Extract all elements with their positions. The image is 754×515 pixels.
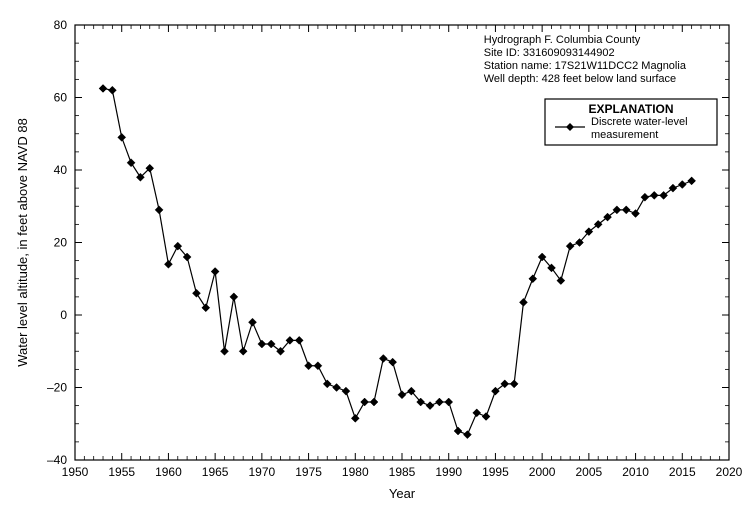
chart-svg: 1950 1955 1960 1965 1970 1975 1980 1985 1990 1995… (0, 0, 754, 515)
y-tick-label: 80 (54, 18, 68, 32)
data-marker (192, 289, 200, 297)
data-marker (632, 210, 640, 218)
data-marker (220, 347, 228, 355)
info-line: Site ID: 331609093144902 (484, 47, 615, 59)
x-tick-label: 2010 (622, 465, 649, 479)
data-marker (389, 358, 397, 366)
data-marker (323, 380, 331, 388)
legend-text-2: measurement (591, 129, 658, 141)
data-marker (342, 387, 350, 395)
data-marker (678, 181, 686, 189)
y-tick-label: 0 (60, 308, 67, 322)
data-marker (230, 293, 238, 301)
x-tick-label: 2005 (576, 465, 603, 479)
data-marker (333, 384, 341, 392)
data-marker (305, 362, 313, 370)
data-marker (641, 193, 649, 201)
data-marker (435, 398, 443, 406)
y-tick-label: 40 (54, 163, 68, 177)
data-marker (510, 380, 518, 388)
data-marker (361, 398, 369, 406)
data-marker (211, 268, 219, 276)
info-line: Hydrograph F. Columbia County (484, 34, 641, 46)
data-marker (650, 191, 658, 199)
data-marker (202, 304, 210, 312)
data-marker (155, 206, 163, 214)
data-marker (351, 414, 359, 422)
data-marker (127, 159, 135, 167)
x-tick-label: 1960 (155, 465, 182, 479)
x-tick-label: 2020 (716, 465, 743, 479)
data-marker (445, 398, 453, 406)
x-tick-label: 1970 (249, 465, 276, 479)
data-marker (239, 347, 247, 355)
x-tick-label: 1955 (108, 465, 135, 479)
data-marker (463, 431, 471, 439)
data-marker (622, 206, 630, 214)
y-tick-label: 60 (54, 91, 68, 105)
data-marker (164, 260, 172, 268)
data-marker (379, 355, 387, 363)
y-axis-label: Water level altitude, in feet above NAVD… (15, 118, 30, 367)
x-tick-label: 1950 (62, 465, 89, 479)
x-tick-label: 2000 (529, 465, 556, 479)
y-tick-label: –40 (47, 453, 67, 467)
data-marker (529, 275, 537, 283)
data-marker (108, 86, 116, 94)
x-axis-label: Year (389, 486, 416, 501)
x-tick-label: 1995 (482, 465, 509, 479)
data-marker (426, 402, 434, 410)
hydrograph-chart: 1950 1955 1960 1965 1970 1975 1980 1985 1990 1995… (0, 0, 754, 515)
x-tick-label: 1975 (295, 465, 322, 479)
y-tick-label: –20 (47, 381, 67, 395)
x-tick-label: 1985 (389, 465, 416, 479)
y-tick-label: 20 (54, 236, 68, 250)
x-tick-label: 1990 (435, 465, 462, 479)
data-marker (398, 391, 406, 399)
data-marker (566, 242, 574, 250)
x-tick-label: 1980 (342, 465, 369, 479)
data-marker (99, 84, 107, 92)
x-tick-label: 2015 (669, 465, 696, 479)
info-line: Station name: 17S21W11DCC2 Magnolia (484, 60, 687, 72)
data-marker (519, 298, 527, 306)
data-marker (688, 177, 696, 185)
x-tick-label: 1965 (202, 465, 229, 479)
data-marker (249, 318, 257, 326)
data-marker (314, 362, 322, 370)
legend-title: EXPLANATION (588, 102, 673, 116)
data-marker (118, 133, 126, 141)
data-marker (295, 336, 303, 344)
data-marker (482, 413, 490, 421)
legend-text-1: Discrete water-level (591, 116, 688, 128)
info-line: Well depth: 428 feet below land surface (484, 73, 676, 85)
data-marker (454, 427, 462, 435)
data-marker (258, 340, 266, 348)
data-marker (370, 398, 378, 406)
data-marker (473, 409, 481, 417)
